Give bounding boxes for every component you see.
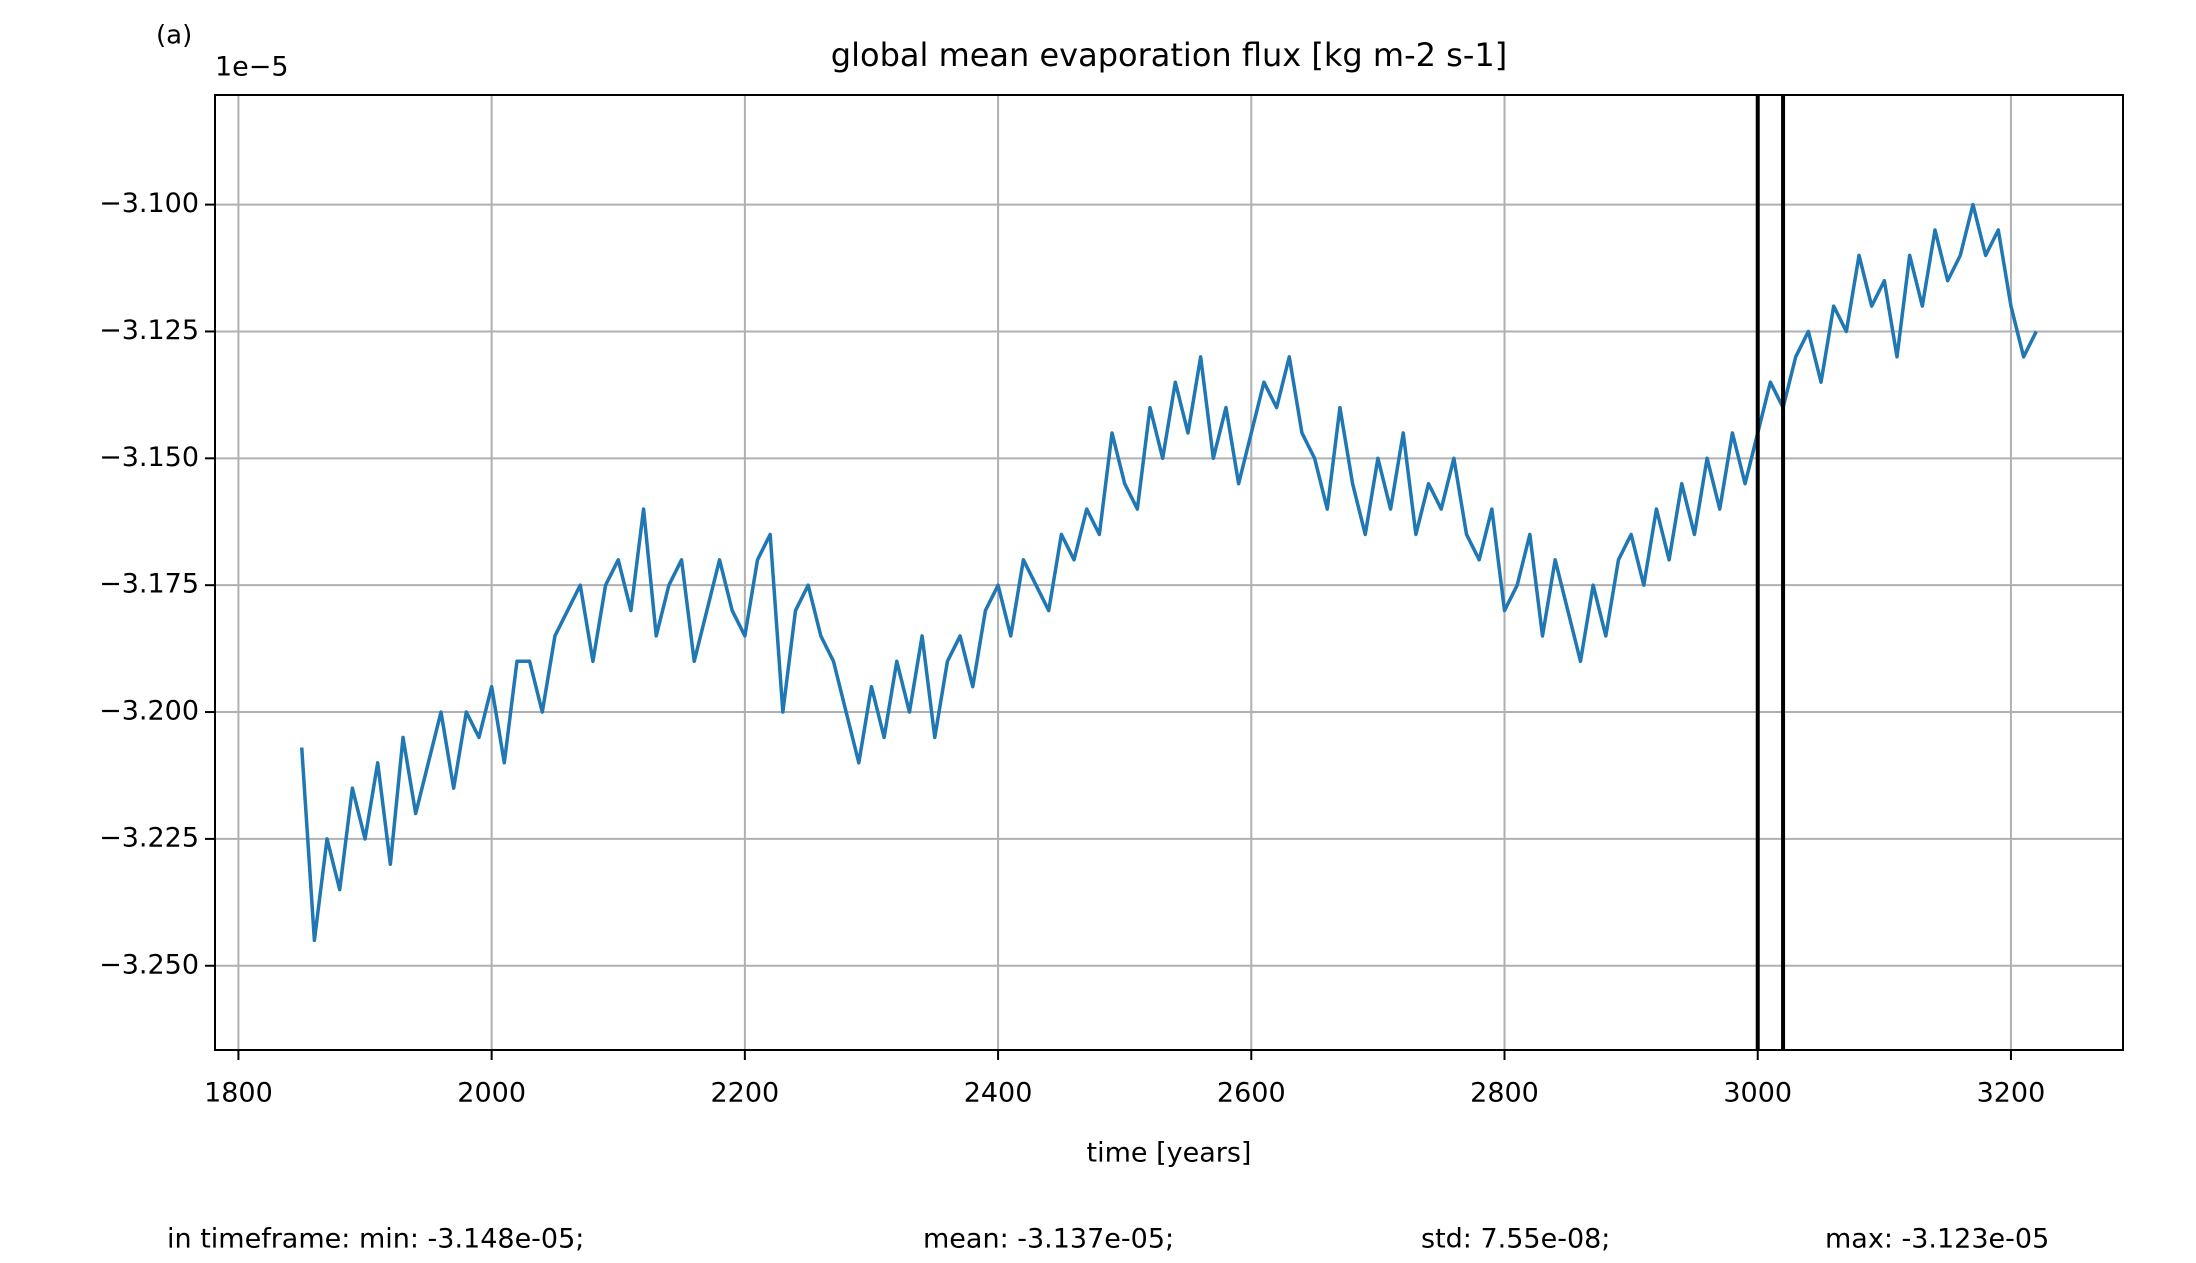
panel-label: (a)	[156, 21, 192, 51]
data-line	[299, 202, 2038, 943]
offset-label: 1e−5	[215, 52, 289, 83]
x-axis-label: time [years]	[1087, 1138, 1252, 1169]
chart-title: global mean evaporation flux [kg m-2 s-1…	[831, 36, 1507, 74]
y-tick-label: −3.175	[99, 569, 199, 600]
stat-text: max: -3.123e-05	[1825, 1224, 2049, 1255]
x-tick-label: 2600	[1217, 1078, 1286, 1109]
x-tick-label: 2800	[1470, 1078, 1539, 1109]
plot-frame	[214, 94, 2124, 1051]
y-tick-label: −3.250	[99, 949, 199, 980]
x-tick-label: 2000	[457, 1078, 526, 1109]
stat-text: mean: -3.137e-05;	[923, 1224, 1174, 1255]
x-tick-label: 2400	[964, 1078, 1033, 1109]
x-tick-label: 3000	[1723, 1078, 1792, 1109]
stat-text: in timeframe: min: -3.148e-05;	[167, 1224, 584, 1255]
x-tick-label: 2200	[710, 1078, 779, 1109]
x-tick-label: 3200	[1977, 1078, 2046, 1109]
y-tick-label: −3.125	[99, 315, 199, 346]
stat-text: std: 7.55e-08;	[1421, 1224, 1610, 1255]
y-tick-label: −3.225	[99, 822, 199, 853]
y-tick-label: −3.100	[99, 188, 199, 219]
y-tick-label: −3.150	[99, 442, 199, 473]
y-tick-label: −3.200	[99, 696, 199, 727]
x-tick-label: 1800	[204, 1078, 273, 1109]
